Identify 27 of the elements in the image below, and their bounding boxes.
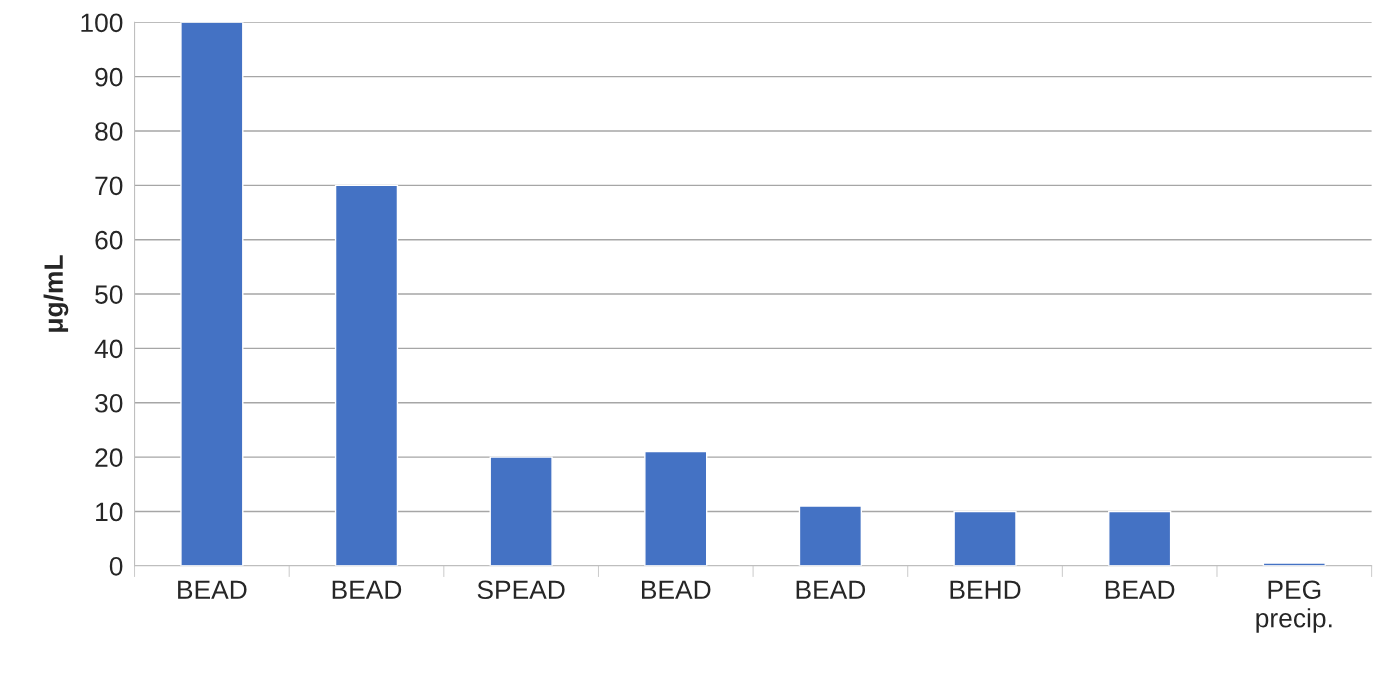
- bar: [1108, 510, 1172, 566]
- x-tick-label: BEAD: [1105, 580, 1175, 599]
- y-tick-label: 100: [81, 13, 123, 33]
- bar: [953, 510, 1017, 566]
- y-tick-label: 10: [96, 502, 123, 522]
- bar: [798, 505, 863, 566]
- bar: [334, 184, 399, 566]
- bar: [489, 456, 553, 566]
- y-tick-label: 30: [95, 393, 123, 413]
- y-tick-label: 40: [94, 339, 123, 359]
- y-tick-label: 80: [95, 122, 123, 141]
- x-tick-label: BEAD: [178, 580, 247, 599]
- y-tick-label: 50: [95, 285, 123, 304]
- y-tick-label: 70: [95, 176, 123, 196]
- bar: [644, 450, 708, 566]
- x-tick-label: BEAD: [796, 580, 866, 599]
- x-tick-label: BEAD: [642, 580, 711, 599]
- x-tick-label: BEAD: [332, 580, 402, 599]
- x-tick-label: BEHD: [950, 580, 1021, 599]
- x-tick-label: PEG precip.: [1256, 580, 1332, 633]
- y-tick-label: 0: [109, 556, 123, 576]
- y-tick-label: 90: [95, 67, 123, 87]
- y-axis-title: μg/mL: [43, 255, 69, 332]
- bar: [180, 22, 244, 566]
- y-tick-label: 20: [95, 448, 123, 467]
- y-tick-label: 60: [95, 230, 123, 250]
- x-tick-label: SPEAD: [477, 580, 565, 600]
